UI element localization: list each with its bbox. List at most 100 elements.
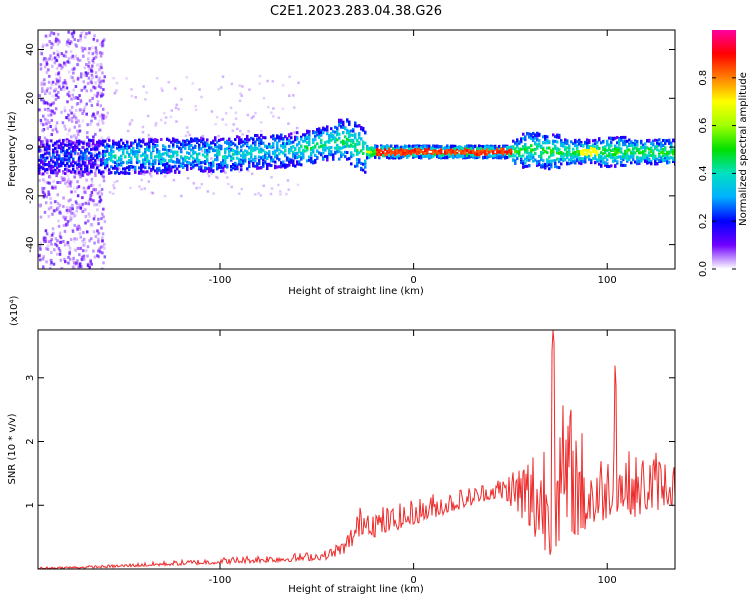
heatmap-cell xyxy=(240,149,243,153)
heatmap-cell xyxy=(78,129,82,133)
heatmap-cell xyxy=(51,102,54,106)
heatmap-cell xyxy=(358,158,361,162)
heatmap-cell xyxy=(58,249,62,253)
heatmap-cell xyxy=(82,108,86,112)
heatmap-cell xyxy=(64,181,67,185)
heatmap-cell xyxy=(166,137,169,141)
heatmap-cell xyxy=(214,149,217,153)
heatmap-cell xyxy=(524,145,527,149)
heatmap-cell xyxy=(78,156,81,160)
heatmap-cell xyxy=(326,128,329,132)
heatmap-cell xyxy=(330,138,333,142)
heatmap-cell xyxy=(600,141,603,145)
heatmap-cell xyxy=(386,155,389,159)
heatmap-cell xyxy=(454,154,457,158)
heatmap-cell xyxy=(380,153,383,157)
heatmap-cell xyxy=(332,137,335,141)
heatmap-cell xyxy=(474,156,477,160)
heatmap-cell xyxy=(98,144,101,148)
heatmap-cell xyxy=(398,150,401,154)
heatmap-cell xyxy=(292,150,295,154)
heatmap-cell xyxy=(45,195,49,199)
heatmap-cell xyxy=(384,147,387,151)
heatmap-cell xyxy=(215,115,219,119)
heatmap-cell xyxy=(168,159,171,163)
heatmap-cell xyxy=(90,158,93,162)
heatmap-cell xyxy=(72,164,75,168)
heatmap-cell xyxy=(41,186,44,190)
heatmap-cell xyxy=(100,62,103,66)
heatmap-cell xyxy=(94,71,98,75)
heatmap-cell xyxy=(38,203,41,207)
heatmap-cell xyxy=(300,163,303,167)
heatmap-cell xyxy=(145,91,148,94)
heatmap-cell xyxy=(192,156,195,160)
heatmap-cell xyxy=(300,156,303,160)
heatmap-cell xyxy=(38,254,41,258)
heatmap-cell xyxy=(247,130,250,133)
heatmap-cell xyxy=(130,165,133,169)
heatmap-cell xyxy=(132,146,135,150)
heatmap-cell xyxy=(118,148,121,152)
heatmap-cell xyxy=(566,151,569,155)
heatmap-cell xyxy=(554,135,557,139)
heatmap-cell xyxy=(624,139,627,143)
heatmap-cell xyxy=(654,146,657,150)
heatmap-cell xyxy=(650,142,653,146)
heatmap-cell xyxy=(98,139,101,143)
heatmap-cell xyxy=(662,151,665,155)
heatmap-cell xyxy=(540,165,543,169)
heatmap-cell xyxy=(216,155,219,159)
heatmap-cell xyxy=(396,150,399,154)
heatmap-cell xyxy=(250,136,253,140)
heatmap-cell xyxy=(558,157,561,161)
heatmap-cell xyxy=(280,164,283,168)
heatmap-cell xyxy=(280,144,283,148)
x-tick-label: 100 xyxy=(598,575,617,586)
heatmap-cell xyxy=(272,137,275,141)
heatmap-cell xyxy=(608,147,611,151)
heatmap-cell xyxy=(574,150,577,154)
heatmap-cell xyxy=(60,176,64,180)
heatmap-cell xyxy=(72,115,76,119)
heatmap-cell xyxy=(276,141,279,145)
heatmap-cell xyxy=(346,128,349,132)
heatmap-cell xyxy=(186,151,189,155)
heatmap-cell xyxy=(40,121,43,125)
heatmap-cell xyxy=(240,160,243,164)
heatmap-cell xyxy=(210,169,213,173)
heatmap-cell xyxy=(322,127,325,131)
heatmap-cell xyxy=(482,148,485,152)
heatmap-cell xyxy=(366,153,369,157)
heatmap-cell xyxy=(510,148,513,152)
heatmap-cell xyxy=(68,94,71,98)
heatmap-cell xyxy=(76,227,79,231)
heatmap-cell xyxy=(192,160,195,164)
heatmap-cell xyxy=(296,162,299,166)
heatmap-cell xyxy=(98,200,101,204)
heatmap-cell xyxy=(144,150,147,154)
heatmap-cell xyxy=(155,76,159,80)
heatmap-cell xyxy=(242,159,245,163)
heatmap-cell xyxy=(632,158,635,162)
heatmap-cell xyxy=(180,163,183,167)
heatmap-cell xyxy=(594,154,597,158)
heatmap-cell xyxy=(156,148,159,152)
heatmap-cell xyxy=(290,132,293,136)
heatmap-cell xyxy=(284,145,287,149)
heatmap-cell xyxy=(146,160,149,164)
heatmap-cell xyxy=(67,60,71,64)
heatmap-cell xyxy=(444,153,447,157)
heatmap-cell xyxy=(54,237,58,241)
heatmap-cell xyxy=(660,159,663,163)
heatmap-cell xyxy=(642,154,645,158)
heatmap-cell xyxy=(178,140,181,144)
heatmap-cell xyxy=(40,159,43,163)
heatmap-cell xyxy=(72,30,76,34)
heatmap-cell xyxy=(95,94,99,98)
heatmap-cell xyxy=(240,138,243,142)
heatmap-cell xyxy=(105,137,109,141)
heatmap-cell xyxy=(102,88,105,92)
heatmap-cell xyxy=(49,234,52,238)
heatmap-cell xyxy=(660,150,663,154)
